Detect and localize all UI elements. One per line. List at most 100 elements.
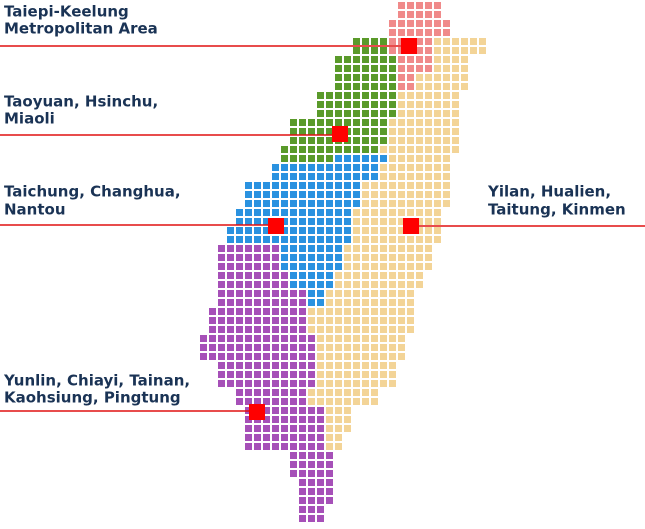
map-cell xyxy=(389,299,396,306)
map-cell xyxy=(407,65,414,72)
map-cell xyxy=(434,92,441,99)
map-cell xyxy=(254,380,261,387)
map-cell xyxy=(317,245,324,252)
map-cell xyxy=(362,173,369,180)
map-cell xyxy=(389,146,396,153)
map-cell xyxy=(362,47,369,54)
map-cell xyxy=(263,425,270,432)
map-cell xyxy=(344,65,351,72)
map-cell xyxy=(308,227,315,234)
map-cell xyxy=(353,272,360,279)
map-cell xyxy=(245,191,252,198)
map-cell xyxy=(299,236,306,243)
map-cell xyxy=(416,272,423,279)
map-cell xyxy=(407,200,414,207)
map-cell xyxy=(326,218,333,225)
map-cell xyxy=(425,29,432,36)
map-cell xyxy=(398,146,405,153)
map-cell xyxy=(425,209,432,216)
region-label: Miaoli xyxy=(4,110,55,128)
map-cell xyxy=(200,353,207,360)
map-cell xyxy=(299,389,306,396)
map-cell xyxy=(344,200,351,207)
map-cell xyxy=(299,119,306,126)
map-cell xyxy=(398,173,405,180)
map-cell xyxy=(308,209,315,216)
map-cell xyxy=(290,470,297,477)
map-cell xyxy=(272,434,279,441)
map-cell xyxy=(281,335,288,342)
map-cell xyxy=(362,236,369,243)
map-cell xyxy=(371,200,378,207)
map-cell xyxy=(299,443,306,450)
map-cell xyxy=(380,335,387,342)
map-cell xyxy=(353,92,360,99)
map-cell xyxy=(380,74,387,81)
region-label: Taitung, Kinmen xyxy=(488,201,626,219)
map-cell xyxy=(335,416,342,423)
map-cell xyxy=(371,65,378,72)
map-cell xyxy=(362,254,369,261)
map-cell xyxy=(452,110,459,117)
map-cell xyxy=(263,263,270,270)
map-cell xyxy=(317,173,324,180)
map-cell xyxy=(326,479,333,486)
map-cell xyxy=(398,11,405,18)
map-cell xyxy=(236,245,243,252)
map-cell xyxy=(308,308,315,315)
map-cell xyxy=(335,425,342,432)
map-cell xyxy=(254,236,261,243)
map-cell xyxy=(281,389,288,396)
map-cell xyxy=(254,191,261,198)
region-label: Kaohsiung, Pingtung xyxy=(4,389,181,407)
island-grid xyxy=(200,2,486,522)
map-cell xyxy=(290,326,297,333)
map-cell xyxy=(353,173,360,180)
map-cell xyxy=(353,65,360,72)
map-cell xyxy=(317,515,324,522)
map-cell xyxy=(353,380,360,387)
map-cell xyxy=(326,110,333,117)
map-cell xyxy=(389,92,396,99)
map-cell xyxy=(218,299,225,306)
map-cell xyxy=(362,380,369,387)
map-cell xyxy=(227,317,234,324)
map-cell xyxy=(344,425,351,432)
map-cell xyxy=(281,218,288,225)
map-cell xyxy=(344,218,351,225)
map-cell xyxy=(398,281,405,288)
map-cell xyxy=(272,371,279,378)
map-cell xyxy=(308,128,315,135)
map-cell xyxy=(416,83,423,90)
map-cell xyxy=(272,362,279,369)
map-cell xyxy=(425,173,432,180)
map-cell xyxy=(209,344,216,351)
map-cell xyxy=(326,101,333,108)
map-cell xyxy=(236,389,243,396)
region-label: Yunlin, Chiayi, Tainan, xyxy=(3,372,190,390)
map-cell xyxy=(380,110,387,117)
map-cell xyxy=(344,272,351,279)
map-cell xyxy=(200,344,207,351)
map-cell xyxy=(344,344,351,351)
map-cell xyxy=(362,371,369,378)
map-cell xyxy=(263,182,270,189)
map-cell xyxy=(362,164,369,171)
map-cell xyxy=(335,389,342,396)
map-cell xyxy=(416,38,423,45)
map-cell xyxy=(308,263,315,270)
map-cell xyxy=(326,209,333,216)
map-cell xyxy=(425,101,432,108)
map-cell xyxy=(254,335,261,342)
map-cell xyxy=(227,353,234,360)
map-cell xyxy=(353,227,360,234)
map-cell xyxy=(398,326,405,333)
map-cell xyxy=(425,128,432,135)
map-cell xyxy=(434,2,441,9)
map-cell xyxy=(416,11,423,18)
map-cell xyxy=(371,191,378,198)
map-cell xyxy=(389,200,396,207)
map-cell xyxy=(416,200,423,207)
map-cell xyxy=(299,272,306,279)
map-cell xyxy=(416,29,423,36)
